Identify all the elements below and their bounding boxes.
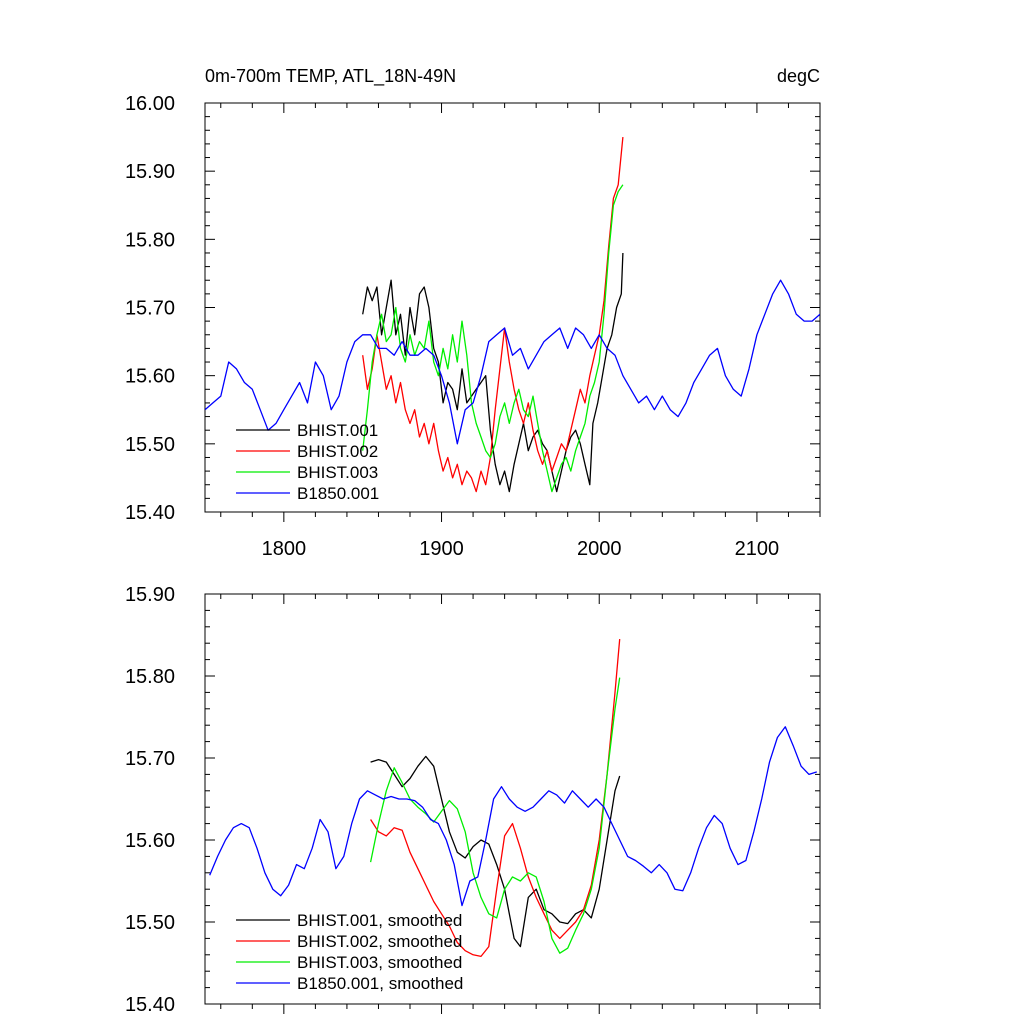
- plot-frame: [204, 593, 821, 1005]
- series-line-b1850-001: [205, 279, 820, 445]
- legend-label: B1850.001, smoothed: [297, 974, 463, 993]
- x-tick-label: 2100: [735, 538, 780, 560]
- series-line-bhist-003-smoothed: [369, 677, 621, 954]
- y-tick-label: 15.70: [125, 748, 175, 770]
- y-tick-label: 15.50: [125, 434, 175, 456]
- y-tick-label: 15.70: [125, 298, 175, 320]
- bottom-panel: 15.40 15.50 15.60 15.70 15.80 15.90 BHIST.001,…: [125, 584, 821, 1016]
- x-tick-label: 1800: [262, 538, 307, 560]
- y-tick-label: 16.00: [125, 93, 175, 115]
- series-line-bhist-003: [362, 184, 624, 493]
- series-line-bhist-001-smoothed: [370, 755, 621, 948]
- legend-label: BHIST.003, smoothed: [297, 953, 462, 972]
- y-tick-label: 15.40: [125, 502, 175, 524]
- x-tick-label: 2000: [577, 538, 622, 560]
- x-tick-label: 1900: [419, 538, 464, 560]
- y-tick-label: 15.40: [125, 994, 175, 1016]
- legend-label: BHIST.002, smoothed: [297, 932, 462, 951]
- legend-label: BHIST.002: [297, 442, 378, 461]
- y-tick-label: 15.90: [125, 161, 175, 183]
- y-tick-label: 15.60: [125, 366, 175, 388]
- chart-title: 0m-700m TEMP, ATL_18N-49N: [205, 66, 456, 87]
- units-label: degC: [777, 66, 820, 86]
- y-tick-label: 15.50: [125, 912, 175, 934]
- series-line-bhist-002: [362, 137, 624, 493]
- top-panel: 0m-700m TEMP, ATL_18N-49N degC 15.40 15.50 1…: [125, 66, 821, 560]
- y-tick-label: 15.60: [125, 830, 175, 852]
- series-line-bhist-001: [362, 252, 624, 493]
- legend-label: BHIST.001, smoothed: [297, 911, 462, 930]
- y-tick-label: 15.80: [125, 229, 175, 251]
- legend-label: BHIST.003: [297, 463, 378, 482]
- y-tick-label: 15.90: [125, 584, 175, 606]
- legend-label: B1850.001: [297, 484, 379, 503]
- series-line-bhist-002-smoothed: [370, 639, 621, 958]
- series-line-b1850-001-smoothed: [209, 726, 817, 907]
- y-tick-label: 15.80: [125, 666, 175, 688]
- legend-label: BHIST.001: [297, 421, 378, 440]
